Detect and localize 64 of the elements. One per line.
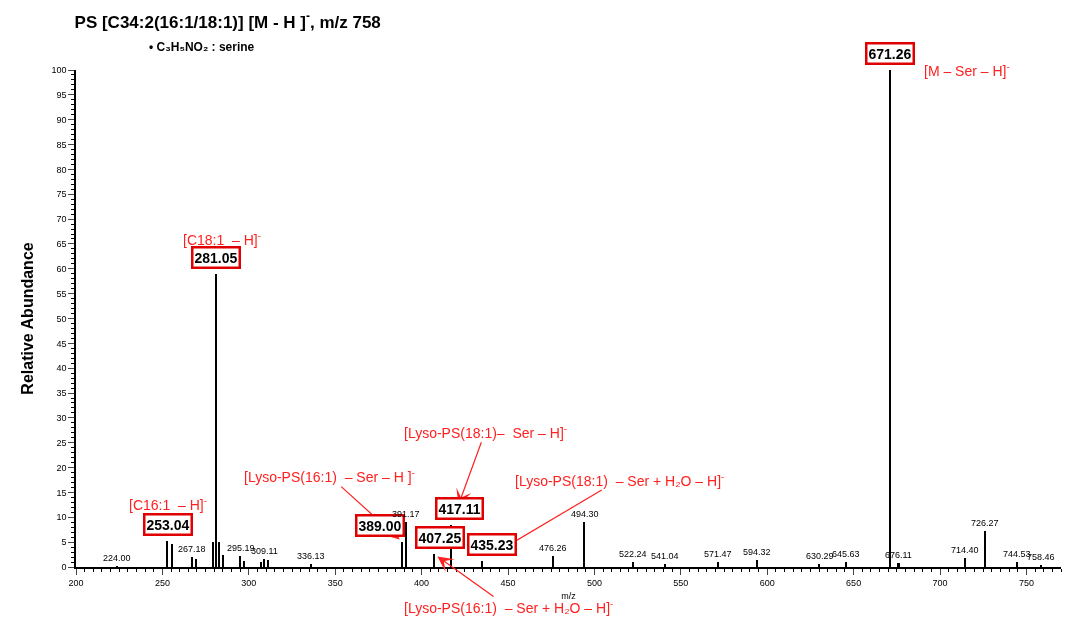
annotation: 645.63	[832, 549, 860, 559]
y-tick-label: 55	[56, 288, 67, 299]
chart-subtitle: • C₃H₅NO₂ : serine	[149, 40, 255, 54]
annotation: [Lyso-PS(18:1) – Ser + H₂O – H]$^{-}$	[515, 471, 725, 489]
annotation: 407.25	[418, 529, 462, 546]
y-axis-title: Relative Abundance	[18, 242, 36, 395]
x-tick-label: 350	[327, 577, 343, 588]
annotation: 714.40	[951, 545, 979, 555]
x-tick-label: 400	[414, 577, 430, 588]
annotation: 571.47	[704, 549, 732, 559]
annotation: [M – Ser – H]$^{-}$	[924, 61, 1010, 79]
annotation: 281.05	[194, 249, 238, 266]
y-tick-label: 25	[56, 437, 67, 448]
annotation: 671.26	[868, 45, 912, 62]
x-tick-label: 700	[932, 577, 948, 588]
annotation: 435.23	[470, 536, 514, 553]
x-tick-label: 450	[500, 577, 516, 588]
x-tick-label: 600	[759, 577, 775, 588]
y-tick-label: 85	[56, 139, 67, 150]
x-tick-label: 200	[68, 577, 84, 588]
annotation: 726.27	[971, 518, 999, 528]
annotation: 253.04	[146, 516, 190, 533]
x-axis-title: m/z	[561, 590, 577, 601]
annotation: 522.24	[619, 549, 647, 559]
y-tick-label: 95	[56, 90, 67, 100]
annotation: 336.13	[297, 551, 325, 561]
annotation: 476.26	[539, 543, 567, 553]
y-tick-label: 0	[61, 562, 67, 573]
y-tick-label: 70	[56, 214, 67, 225]
annotation: [C18:1 – H]$^{-}$	[183, 230, 261, 248]
annotation: 494.30	[571, 509, 599, 519]
chart-title: PS [C34:2(16:1/18:1)] [M - H ]$^{-}$, m/z 758	[74, 9, 381, 32]
y-tick-label: 50	[56, 313, 67, 324]
y-tick-label: 75	[56, 189, 67, 200]
y-tick-label: 15	[56, 487, 67, 498]
x-tick-label: 650	[846, 577, 862, 588]
x-tick-label: 750	[1018, 577, 1034, 588]
y-tick-label: 20	[56, 462, 67, 473]
annotation: 224.00	[103, 553, 131, 563]
annotation: [Lyso-PS(18:1)– Ser – H]$^{-}$	[404, 423, 568, 441]
y-tick-label: 60	[56, 263, 67, 274]
annotation: [Lyso-PS(16:1) – Ser + H₂O – H]$^{-}$	[404, 598, 614, 616]
y-tick-label: 35	[56, 388, 67, 399]
x-tick-label: 250	[154, 577, 170, 588]
annotation: 267.18	[178, 544, 206, 554]
annotation: 417.11	[438, 500, 481, 517]
y-tick-label: 90	[56, 114, 67, 125]
annotation: [Lyso-PS(16:1) – Ser – H ]$^{-}$	[244, 467, 415, 485]
x-tick-label: 500	[586, 577, 602, 588]
annotation: 594.32	[743, 547, 771, 557]
x-tick-label: 300	[241, 577, 257, 588]
y-tick-label: 5	[61, 537, 67, 548]
annotation: 389.00	[358, 517, 402, 534]
annotation: 391.17	[392, 509, 420, 519]
y-tick-label: 100	[51, 65, 67, 76]
y-tick-label: 65	[56, 239, 67, 250]
y-tick-label: 30	[56, 413, 67, 424]
x-tick-label: 550	[673, 577, 689, 588]
y-tick-label: 40	[56, 363, 67, 374]
y-tick-label: 10	[56, 512, 67, 523]
annotation: [C16:1 – H]$^{-}$	[129, 495, 207, 513]
y-tick-label: 80	[56, 164, 67, 175]
y-tick-label: 45	[56, 338, 67, 349]
annotation: 541.04	[651, 551, 679, 561]
